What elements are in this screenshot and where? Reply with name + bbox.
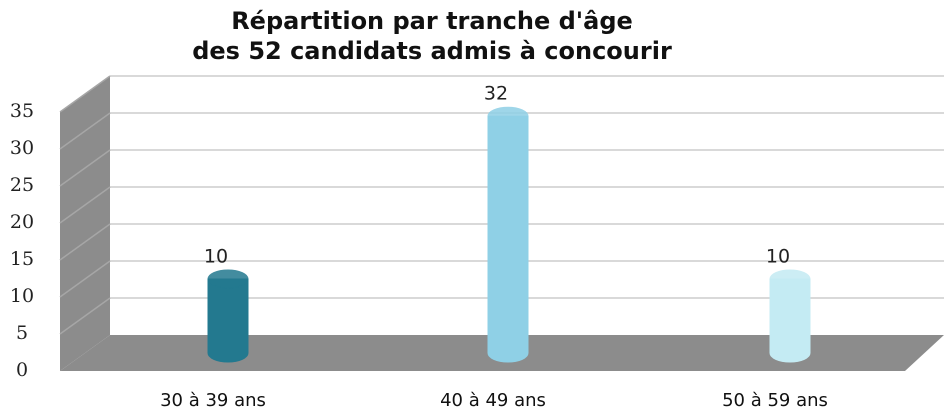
bar-top (769, 269, 811, 289)
bar (487, 115, 529, 363)
grid-line (59, 260, 111, 298)
x-tick-label: 40 à 49 ans (440, 390, 546, 409)
bar (207, 278, 249, 363)
y-tick-label: 35 (10, 100, 34, 122)
grid-line (59, 149, 111, 187)
y-tick-label: 10 (10, 285, 34, 307)
y-tick-label: 25 (10, 174, 34, 196)
y-tick-label: 15 (10, 248, 34, 270)
value-label: 10 (204, 246, 228, 268)
grid-line (59, 223, 111, 261)
y-tick-label: 20 (10, 211, 34, 233)
y-tick-label: 5 (16, 322, 28, 344)
value-label: 32 (484, 83, 508, 105)
value-label: 10 (766, 246, 790, 268)
grid-line (59, 297, 111, 335)
bar-top (207, 269, 249, 289)
y-tick-label: 30 (10, 137, 34, 159)
grid-line (59, 186, 111, 224)
y-tick-label: 0 (16, 359, 28, 381)
left-wall (60, 76, 110, 371)
grid-line (59, 112, 111, 150)
bar-top (487, 106, 529, 126)
x-tick-label: 30 à 39 ans (160, 390, 266, 409)
chart-title: Répartition par tranche d'âge (231, 7, 633, 35)
chart-title: des 52 candidats admis à concourir (192, 37, 672, 65)
x-tick-label: 50 à 59 ans (722, 390, 828, 409)
bar (769, 278, 811, 363)
grid-line (59, 75, 111, 113)
